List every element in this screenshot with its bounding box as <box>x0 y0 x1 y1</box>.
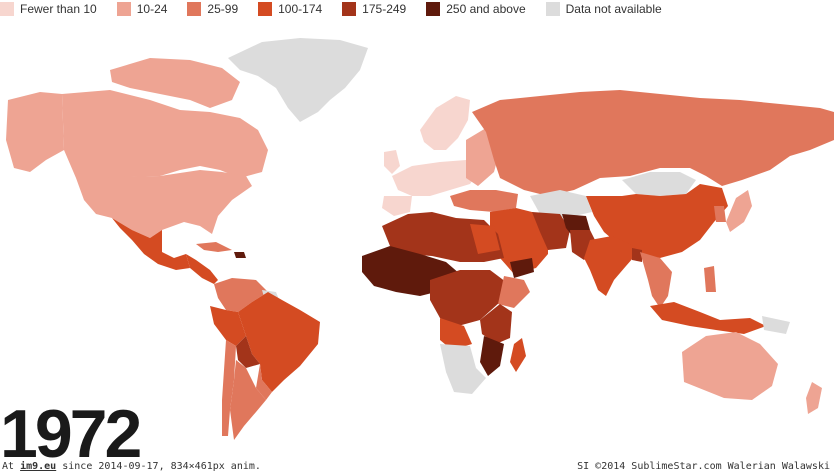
legend-item-fewer-than-10: Fewer than 10 <box>0 1 97 16</box>
region-south-africa <box>446 368 486 394</box>
legend-label: Data not available <box>565 1 662 16</box>
region-bolivia <box>236 336 260 368</box>
region-philippines <box>704 266 716 292</box>
region-new-zealand <box>806 382 822 414</box>
legend-label: 25-99 <box>207 1 239 16</box>
region-southern-africa-dark <box>480 336 504 376</box>
region-east-africa <box>480 304 512 344</box>
region-indochina <box>640 252 672 308</box>
region-brazil <box>238 292 320 392</box>
legend-label: 175-249 <box>362 1 407 16</box>
region-paraguay-uruguay <box>256 364 272 400</box>
legend-label: 250 and above <box>446 1 526 16</box>
legend-item-100-174: 100-174 <box>258 1 323 16</box>
region-arctic-islands <box>110 58 240 108</box>
legend-swatch <box>187 1 202 16</box>
region-canada <box>62 90 268 178</box>
region-yemen <box>510 258 534 278</box>
region-alaska <box>6 92 64 172</box>
legend-swatch <box>545 1 560 16</box>
world-map <box>6 38 834 440</box>
region-horn-of-africa <box>498 276 530 308</box>
region-central-africa <box>430 270 506 326</box>
footer-site-link[interactable]: im9.eu <box>20 461 57 472</box>
legend-label: 10-24 <box>136 1 168 16</box>
region-mongolia <box>622 172 696 196</box>
region-argentina <box>230 360 266 440</box>
region-cuba <box>196 242 232 252</box>
region-iberia <box>382 196 412 216</box>
region-china <box>586 184 728 258</box>
region-hispaniola <box>234 252 246 258</box>
legend-label: Fewer than 10 <box>20 1 97 16</box>
footer-credit: SI ©2014 SublimeStar.com Walerian Walaws… <box>577 461 830 472</box>
region-ussr <box>472 90 834 196</box>
region-korea <box>714 206 726 222</box>
region-uk <box>384 150 400 174</box>
legend-item-175-249: 175-249 <box>342 1 407 16</box>
legend-swatch <box>0 1 14 16</box>
year-label: 1972 <box>0 396 142 472</box>
legend-label: 100-174 <box>278 1 323 16</box>
region-western-europe <box>392 160 480 196</box>
region-usa <box>76 170 252 238</box>
region-greenland <box>228 38 368 122</box>
region-madagascar <box>510 338 526 372</box>
legend-swatch <box>258 1 273 16</box>
region-australia <box>682 332 778 400</box>
region-indonesia <box>650 302 766 334</box>
region-iran <box>532 212 570 250</box>
region-papua <box>762 316 790 334</box>
region-scandinavia <box>420 96 470 150</box>
region-central-asia <box>530 190 592 218</box>
legend-item-25-99: 25-99 <box>187 1 239 16</box>
footer-prefix: At <box>2 461 15 472</box>
footer-source: At im9.eu since 2014-09-17, 834×461px an… <box>2 461 261 473</box>
region-balkans-turkey <box>450 190 518 212</box>
legend-item-10-24: 10-24 <box>116 1 168 16</box>
region-colombia-venezuela <box>214 278 268 312</box>
region-central-america <box>186 254 218 284</box>
legend-swatch <box>116 1 131 16</box>
map-legend: Fewer than 10 10-24 25-99 100-174 175-24… <box>0 0 834 17</box>
region-egypt <box>470 224 500 254</box>
region-chile <box>222 340 236 436</box>
region-angola <box>440 318 472 350</box>
region-india <box>584 236 640 296</box>
region-middle-east <box>490 208 548 274</box>
legend-item-data-not-available: Data not available <box>545 1 662 16</box>
footer-suffix: since 2014-09-17, 834×461px anim. <box>62 461 261 472</box>
legend-swatch <box>342 1 357 16</box>
legend-item-250-and-above: 250 and above <box>426 1 526 16</box>
image-footer: At im9.eu since 2014-09-17, 834×461px an… <box>0 461 834 473</box>
region-bangladesh <box>632 248 642 262</box>
region-mexico <box>112 218 190 270</box>
region-japan <box>726 190 752 232</box>
region-peru <box>210 306 246 346</box>
legend-swatch <box>426 1 441 16</box>
